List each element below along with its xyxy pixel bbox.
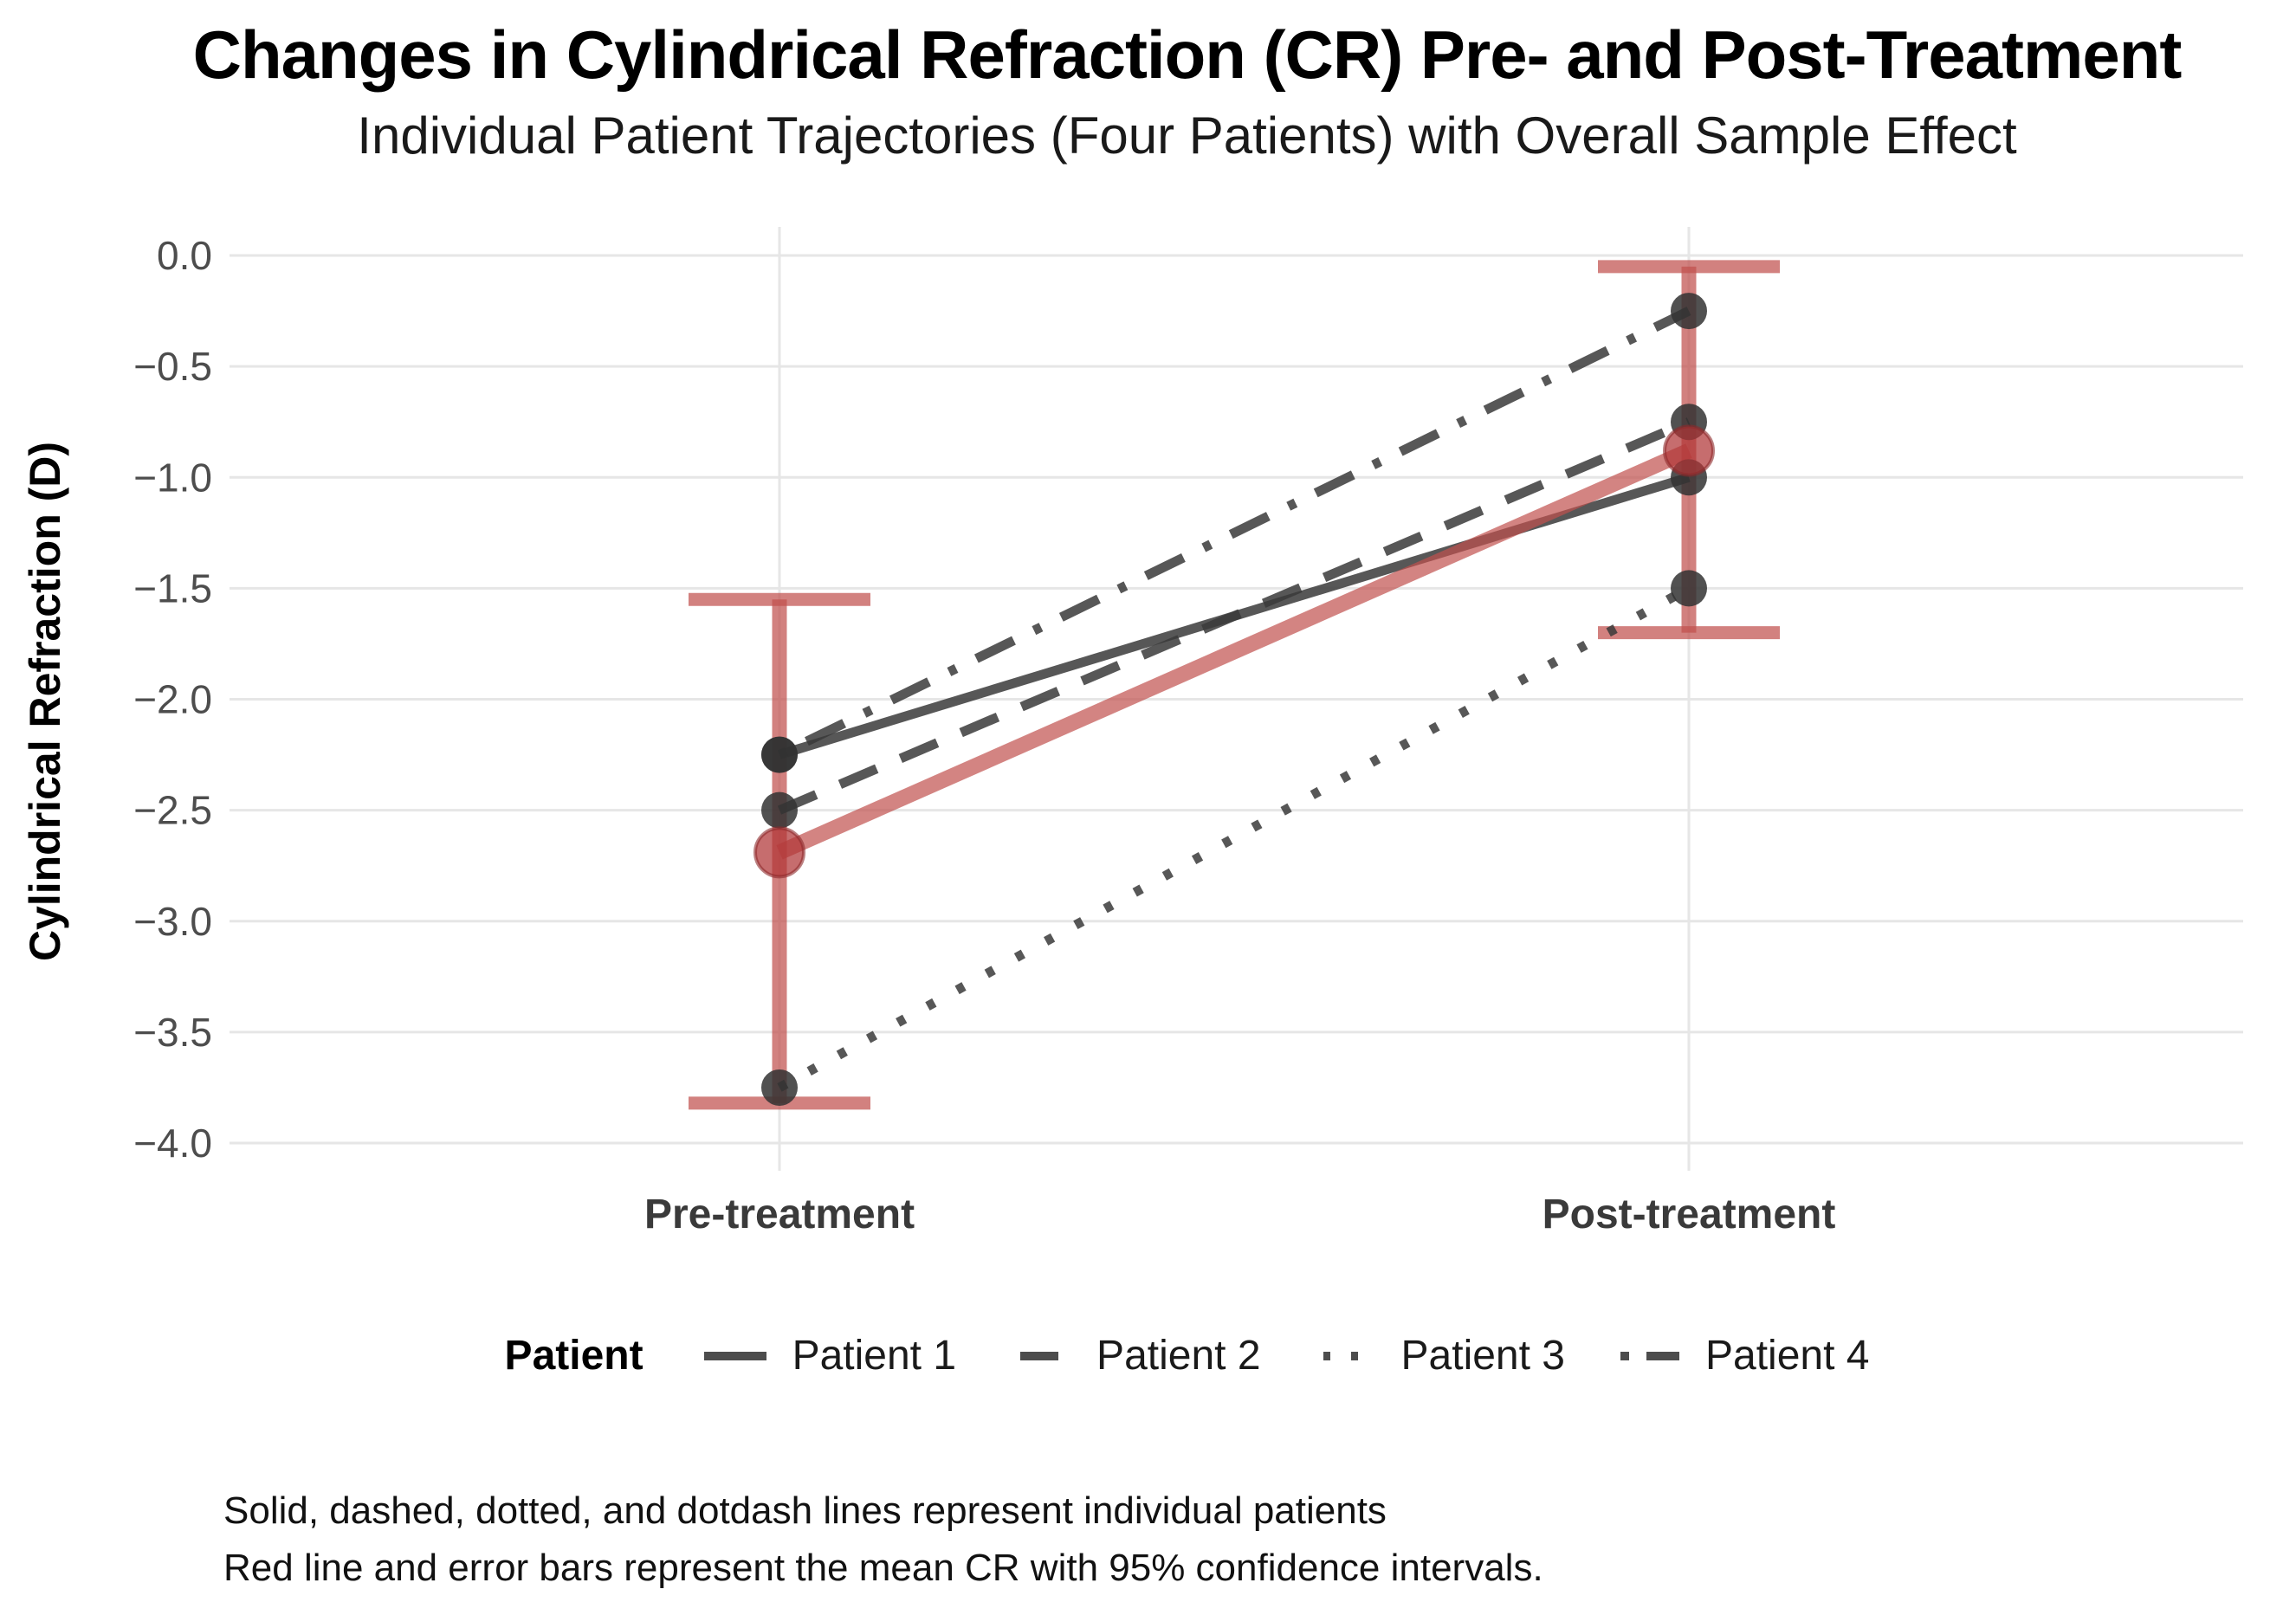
y-tick-label: −1.0 (133, 455, 212, 500)
legend-item-patient-3: Patient 3 (1310, 1332, 1565, 1379)
data-point (761, 1069, 798, 1106)
dotted-line-swatch-icon (1323, 1351, 1372, 1360)
y-tick-label: −4.0 (133, 1121, 212, 1166)
legend: Patient Patient 1 Patient 2 Patient 3 Pa… (87, 1332, 2287, 1379)
caption-line-1: Solid, dashed, dotted, and dotdash lines… (223, 1489, 1387, 1532)
legend-item-label: Patient 3 (1400, 1333, 1565, 1379)
dotdash-line-swatch-icon (1620, 1351, 1679, 1360)
data-point (761, 736, 798, 773)
data-point (1671, 293, 1707, 330)
y-tick-label: −1.5 (133, 565, 212, 610)
legend-item-patient-1: Patient 1 (701, 1332, 956, 1379)
solid-line-swatch-icon (703, 1351, 766, 1360)
series-line-dotdash (777, 307, 1691, 759)
data-point (1671, 570, 1707, 607)
series-line-dotted (777, 584, 1691, 1092)
legend-title: Patient (504, 1333, 644, 1379)
dashed-line-swatch-icon (1020, 1351, 1059, 1360)
data-point (761, 791, 798, 829)
y-tick-label: 0.0 (157, 233, 212, 278)
legend-item-patient-2: Patient 2 (1005, 1332, 1261, 1379)
mean-point (1663, 424, 1715, 477)
legend-item-label: Patient 1 (792, 1333, 957, 1379)
mean-point (753, 826, 805, 879)
chart-subtitle: Individual Patient Trajectories (Four Pa… (357, 107, 2017, 165)
legend-item-patient-4: Patient 4 (1614, 1332, 1869, 1379)
x-category-label: Post-treatment (1543, 1192, 1836, 1237)
y-tick-label: −3.0 (133, 899, 212, 944)
y-tick-label: −2.5 (133, 788, 212, 833)
chart-title: Changes in Cylindrical Refraction (CR) P… (192, 16, 2183, 93)
y-tick-label: −0.5 (133, 344, 212, 389)
legend-item-label: Patient 4 (1704, 1333, 1870, 1379)
caption: Solid, dashed, dotted, and dotdash lines… (223, 1483, 1543, 1597)
caption-line-2: Red line and error bars represent the me… (223, 1547, 1543, 1589)
legend-item-label: Patient 2 (1096, 1333, 1261, 1379)
y-tick-label: −2.0 (133, 677, 212, 722)
mean-line (776, 443, 1692, 860)
y-tick-label: −3.5 (133, 1010, 212, 1055)
series-line-dashed (777, 417, 1691, 815)
x-category-label: Pre-treatment (644, 1192, 915, 1237)
plot-area: 0.0 −0.5 −1.0 −1.5 −2.0 −2.5 −3.0 −3.5 −4.0 Pre-t… (133, 227, 2243, 1237)
